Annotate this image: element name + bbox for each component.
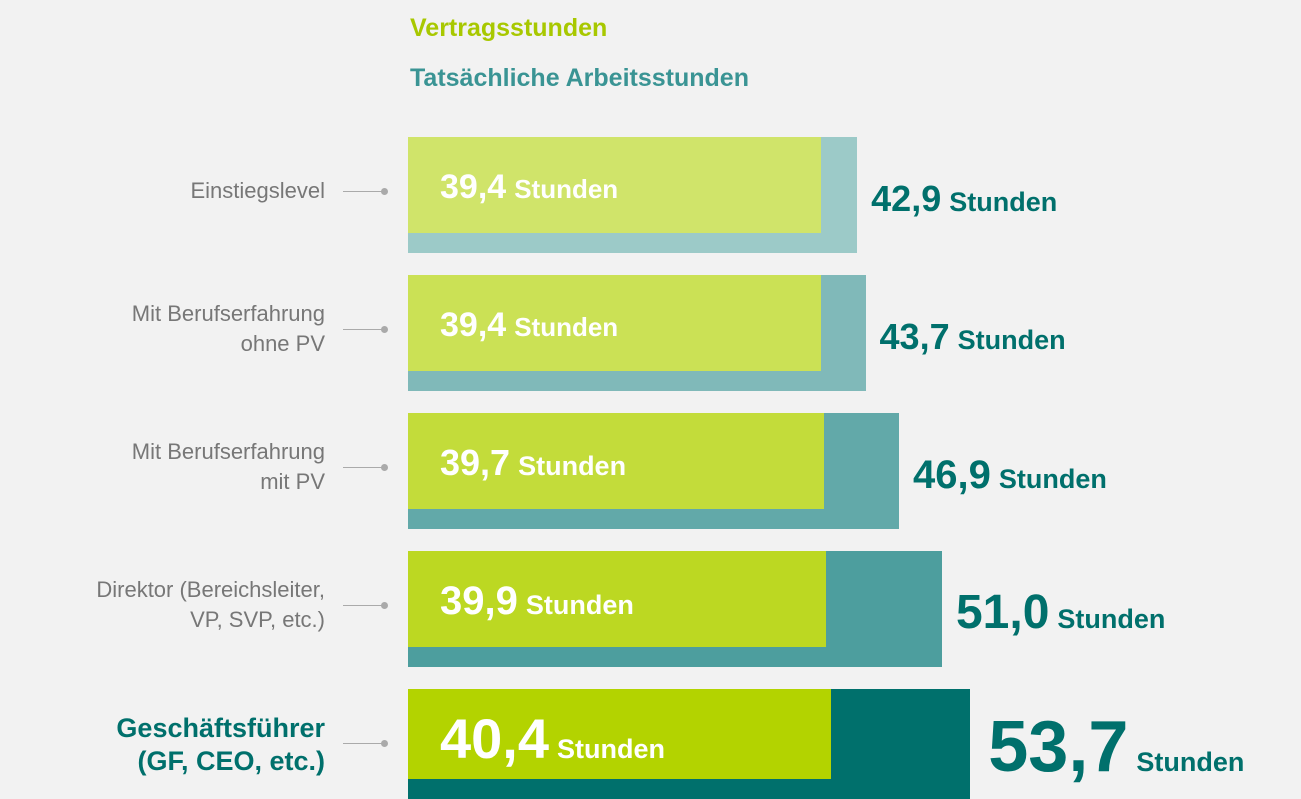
value-label: 39,9 [440,579,518,623]
value-label-group: 39,4 Stunden [440,170,618,204]
category-label: Mit Berufserfahrung mit PV [131,439,325,494]
value-label-group: 53,7 Stunden [988,711,1244,783]
value-label-group: 43,7 Stunden [880,319,1066,355]
unit-label: Stunden [514,174,619,204]
value-label-group: 39,9 Stunden [440,581,634,621]
unit-label: Stunden [1136,747,1245,777]
connector-dot [381,464,388,471]
unit-label: Stunden [1057,604,1166,634]
value-label: 40,4 [440,707,549,770]
value-label: 39,4 [440,168,507,206]
connector [343,329,383,330]
value-label: 43,7 [879,316,950,357]
value-label-group: 51,0 Stunden [956,589,1165,637]
value-label: 46,9 [913,453,991,497]
value-label: 39,4 [440,306,507,344]
value-label-group: 39,7 Stunden [440,445,626,481]
connector [343,743,383,744]
legend-entry: Vertragsstunden [410,14,608,42]
value-label-group: 40,4 Stunden [440,711,665,767]
unit-label: Stunden [518,451,627,481]
bar [408,275,821,371]
unit-label: Stunden [557,734,665,764]
category-label: Einstiegslevel [190,178,325,203]
connector [343,605,383,606]
unit-label: Stunden [514,312,619,342]
unit-label: Stunden [998,464,1107,494]
unit-label: Stunden [525,590,634,620]
unit-label: Stunden [957,325,1066,355]
bar [408,137,821,233]
value-label-group: 39,4 Stunden [440,308,618,342]
value-label: 42,9 [871,178,942,219]
connector-dot [381,740,388,747]
connector [343,191,383,192]
value-label: 51,0 [955,586,1050,639]
bar [408,413,824,509]
bar [408,689,831,779]
value-label: 39,7 [440,442,511,483]
connector-dot [381,188,388,195]
value-label-group: 42,9 Stunden [871,181,1057,217]
bar [408,551,826,647]
connector [343,467,383,468]
value-label-group: 46,9 Stunden [913,455,1107,495]
unit-label: Stunden [949,187,1058,217]
category-label: Geschäftsführer (GF, CEO, etc.) [116,713,325,776]
legend-entry: Tatsächliche Arbeitsstunden [410,64,749,92]
category-label: Direktor (Bereichsleiter, VP, SVP, etc.) [96,577,325,632]
value-label: 53,7 [988,707,1129,787]
connector-dot [381,602,388,609]
connector-dot [381,326,388,333]
category-label: Mit Berufserfahrung ohne PV [131,301,325,356]
